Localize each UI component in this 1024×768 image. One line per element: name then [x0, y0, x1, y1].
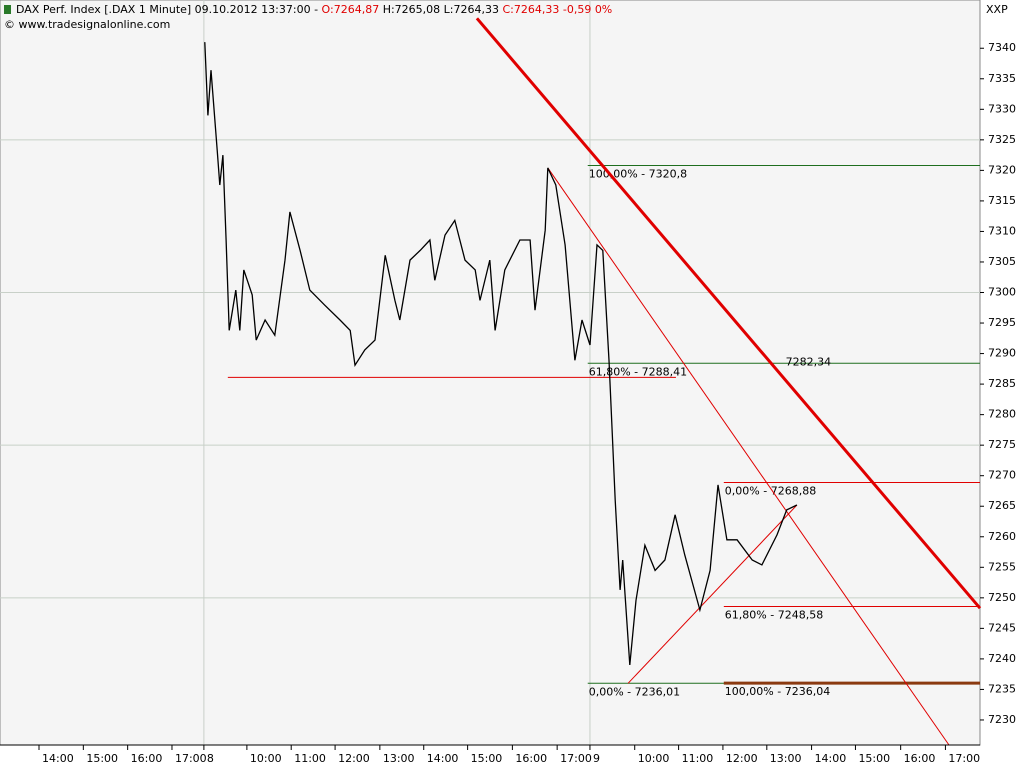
x-tick-label: 11:00	[682, 752, 714, 765]
y-tick-label: 7245	[988, 621, 1016, 634]
trendline	[475, 17, 982, 610]
x-tick-label: 9	[593, 752, 600, 765]
title: DAX Perf. Index [.DAX 1 Minute] 09.10.20…	[16, 3, 322, 16]
price-line	[204, 42, 798, 666]
marks: 100,00% - 7320,8 61,80% - 7288,41 0,00% - …	[204, 17, 982, 746]
fib-label: 0,00% - 7236,01	[589, 685, 680, 698]
x-tick-label: 14:00	[815, 752, 847, 765]
trendline	[627, 504, 798, 684]
ohlc-part: H:7265,08 L:7264,33	[379, 3, 502, 16]
y-tick-label: 7315	[988, 194, 1016, 207]
x-tick-label: 11:00	[294, 752, 326, 765]
symbol-icon	[4, 5, 11, 14]
copyright: © www.tradesignalonline.com	[4, 18, 170, 31]
x-tick-label: 17:00	[948, 752, 980, 765]
y-tick-label: 7305	[988, 255, 1016, 268]
y-tick-label: 7265	[988, 499, 1016, 512]
grid	[0, 0, 980, 745]
x-tick-label: 8	[207, 752, 214, 765]
x-tick-label: 17:00	[175, 752, 207, 765]
x-tick-label: 17:00	[560, 752, 592, 765]
y-tick-label: 7255	[988, 560, 1016, 573]
ohlc-part: C:7264,33 -0,59 0%	[502, 3, 612, 16]
fib-label: 0,00% - 7268,88	[725, 485, 816, 498]
chart-title: DAX Perf. Index [.DAX 1 Minute] 09.10.20…	[16, 3, 612, 16]
x-tick-label: 14:00	[427, 752, 459, 765]
fib-label: 100,00% - 7320,8	[589, 167, 687, 180]
y-tick-label: 7340	[988, 41, 1016, 54]
y-tick-label: 7325	[988, 133, 1016, 146]
fib-label: 100,00% - 7236,04	[725, 685, 830, 698]
x-tick-label: 12:00	[726, 752, 758, 765]
trendline-label: 7282,34	[786, 356, 832, 369]
y-tick-label: 7330	[988, 102, 1016, 115]
y-tick-label: 7310	[988, 224, 1016, 237]
ohlc-part: O:7264,87	[322, 3, 380, 16]
x-tick-label: 16:00	[515, 752, 547, 765]
ohlc: O:7264,87 H:7265,08 L:7264,33 C:7264,33 …	[322, 3, 613, 16]
x-tick-label: 13:00	[383, 752, 415, 765]
plot-area	[0, 0, 981, 746]
fib-label: 61,80% - 7248,58	[725, 609, 823, 622]
y-tick-label: 7320	[988, 163, 1016, 176]
x-tick-label: 15:00	[471, 752, 503, 765]
fib-label: 61,80% - 7288,41	[589, 365, 687, 378]
trendline	[547, 167, 950, 746]
y-tick-label: 7235	[988, 682, 1016, 695]
x-tick-label: 10:00	[638, 752, 670, 765]
y-tick-label: 7230	[988, 713, 1016, 726]
y-tick-label: 7240	[988, 652, 1016, 665]
y-tick-label: 7295	[988, 316, 1016, 329]
y-tick-label: 7280	[988, 408, 1016, 421]
y-tick-label: 7300	[988, 286, 1016, 299]
x-tick-label: 10:00	[250, 752, 282, 765]
x-tick-label: 12:00	[338, 752, 370, 765]
x-tick-label: 14:00	[42, 752, 74, 765]
x-tick-label: 13:00	[770, 752, 802, 765]
y-tick-label: 7250	[988, 591, 1016, 604]
x-tick-label: 16:00	[904, 752, 936, 765]
y-tick-label: 7285	[988, 377, 1016, 390]
y-tick-label: 7275	[988, 438, 1016, 451]
y-tick-label: 7270	[988, 469, 1016, 482]
x-tick-label: 15:00	[858, 752, 890, 765]
y-tick-label: 7290	[988, 347, 1016, 360]
x-tick-label: 16:00	[131, 752, 163, 765]
symbol-label: XXP	[986, 3, 1008, 16]
x-tick-label: 15:00	[86, 752, 118, 765]
y-tick-label: 7335	[988, 72, 1016, 85]
y-tick-label: 7260	[988, 530, 1016, 543]
